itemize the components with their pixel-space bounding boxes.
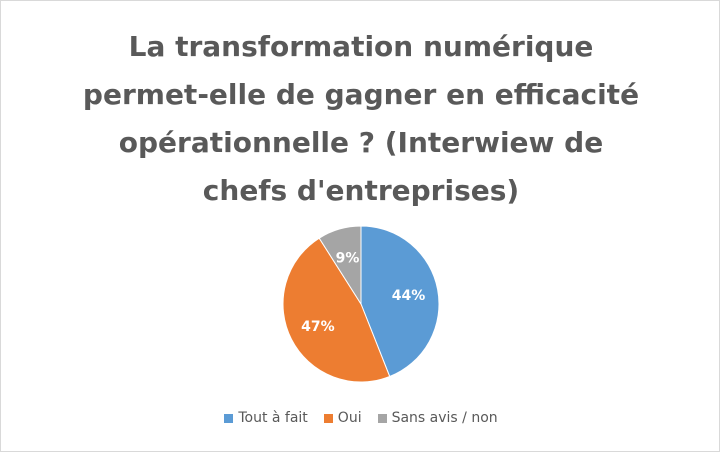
- chart-title-line-1: La transformation numérique: [128, 30, 594, 63]
- chart-title-line-4: chefs d'entreprises): [202, 174, 520, 207]
- legend-swatch-tout-a-fait: [224, 413, 234, 423]
- legend-item-sans-avis: Sans avis / non: [377, 410, 498, 426]
- pie-slice-oui: [282, 237, 391, 383]
- legend-label-tout-a-fait: Tout à fait: [238, 410, 308, 426]
- legend-item-tout-a-fait: Tout à fait: [224, 410, 308, 426]
- pie-slice-sans-avis: [318, 225, 362, 306]
- chart-title: La transformation numérique permet-elle …: [41, 23, 681, 215]
- chart-legend: Tout à fait Oui Sans avis / non: [1, 410, 720, 426]
- pie-slice-tout-a-fait: [360, 225, 440, 378]
- legend-label-oui: Oui: [337, 410, 362, 426]
- legend-swatch-oui: [323, 413, 333, 423]
- chart-title-line-3: opérationnelle ? (Interwiew de: [118, 126, 604, 159]
- data-label-oui: 47%: [301, 319, 335, 335]
- legend-label-sans-avis: Sans avis / non: [391, 410, 498, 426]
- legend-item-oui: Oui: [323, 410, 362, 426]
- legend-swatch-sans-avis: [377, 413, 387, 423]
- data-label-sans-avis: 9%: [336, 251, 360, 267]
- chart-title-line-2: permet-elle de gagner en efficacité: [82, 78, 640, 111]
- data-label-tout-a-fait: 44%: [392, 288, 426, 304]
